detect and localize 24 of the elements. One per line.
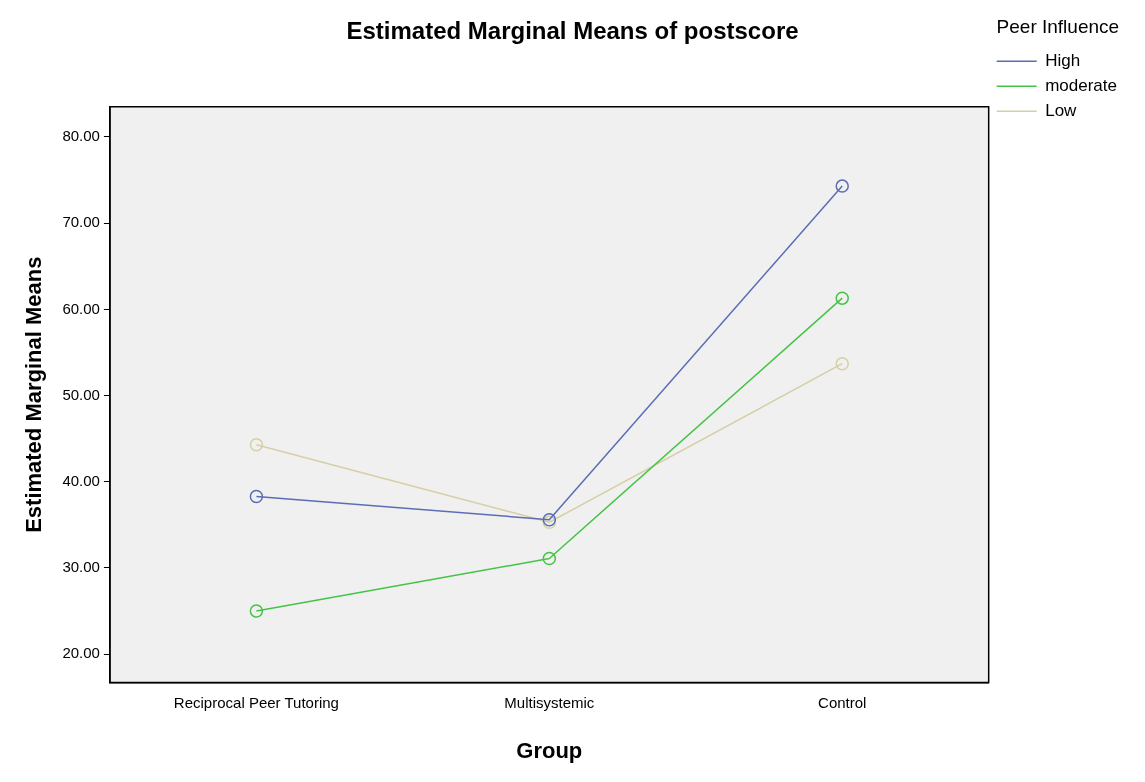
legend-title: Peer Influence	[996, 15, 1120, 37]
x-tick-label: Multisystemic	[504, 693, 595, 711]
y-axis-title: Estimated Marginal Means	[21, 256, 47, 533]
y-tick-label: 70.00	[62, 213, 100, 231]
chart-title: Estimated Marginal Means of postscore	[346, 17, 799, 45]
legend-label: High	[1045, 50, 1081, 70]
y-tick-label: 80.00	[62, 127, 100, 145]
point	[835, 291, 849, 305]
y-tick-label: 60.00	[62, 299, 100, 317]
point	[249, 437, 264, 452]
point	[542, 551, 557, 566]
y-tick-label: 50.00	[62, 385, 100, 403]
y-tick-label: 30.00	[62, 558, 100, 576]
legend-label: moderate	[1045, 75, 1118, 95]
legend-label: Low	[1045, 100, 1078, 120]
y-tick-label: 40.00	[62, 471, 100, 489]
x-axis-title: Group	[516, 737, 583, 763]
point	[835, 356, 849, 371]
point	[835, 179, 849, 193]
x-tick-label: Reciprocal Peer Tutoring	[173, 693, 339, 711]
y-tick-label: 20.00	[62, 644, 100, 662]
point	[249, 489, 264, 504]
point	[249, 604, 264, 618]
x-tick-label: Control	[818, 693, 867, 711]
